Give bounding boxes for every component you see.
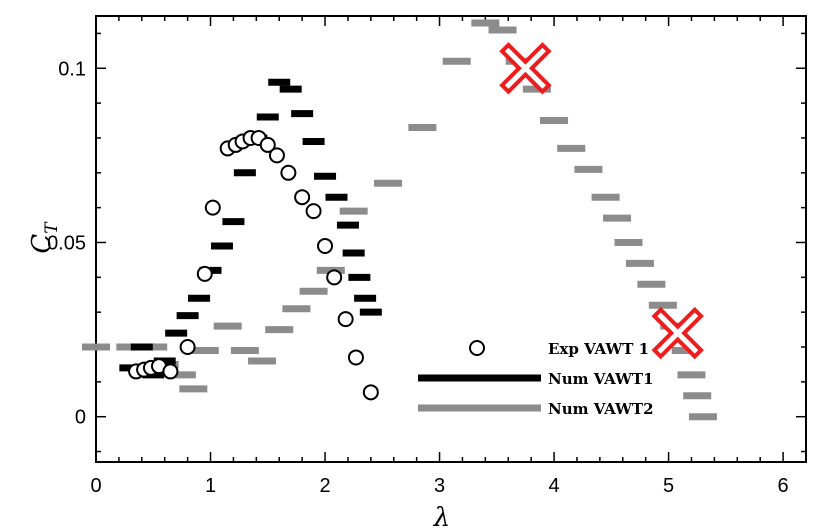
y-axis-title-subscript: T bbox=[42, 221, 62, 234]
x-tick-label: 6 bbox=[778, 475, 789, 497]
tick-labels: 0 1 2 3 4 5 6 0 0.05 0.1 bbox=[47, 58, 789, 497]
x-tick-label: 0 bbox=[90, 475, 101, 497]
data-point bbox=[162, 363, 179, 380]
x-tick-label: 4 bbox=[549, 475, 560, 497]
data-point bbox=[280, 164, 297, 181]
y-axis-title-letter: C bbox=[27, 234, 57, 254]
data-point bbox=[179, 339, 196, 356]
series-exp-vawt-1 bbox=[128, 129, 379, 401]
x-tick-label: 1 bbox=[205, 475, 216, 497]
legend: Exp VAWT 1 Num VAWT1 Num VAWT2 bbox=[418, 340, 654, 418]
cross-marker bbox=[499, 42, 552, 95]
data-point bbox=[362, 384, 379, 401]
data-point bbox=[305, 203, 322, 220]
y-axis-title: CT bbox=[27, 221, 62, 254]
x-tick-label: 3 bbox=[434, 475, 445, 497]
y-tick-label: 0.1 bbox=[58, 58, 86, 80]
data-point bbox=[196, 265, 213, 282]
data-point bbox=[317, 237, 334, 254]
data-point bbox=[204, 199, 221, 216]
cross-stroke-inner bbox=[657, 312, 699, 354]
cross-marker bbox=[651, 306, 704, 360]
x-tick-label: 2 bbox=[319, 475, 330, 497]
data-point bbox=[326, 269, 343, 286]
y-tick-label: 0.05 bbox=[47, 232, 86, 254]
data-point bbox=[294, 189, 311, 206]
data-point bbox=[337, 311, 354, 328]
cross-stroke-inner bbox=[504, 47, 546, 89]
ticks bbox=[95, 16, 807, 462]
annotation-layer bbox=[499, 42, 704, 360]
data-point bbox=[259, 136, 276, 153]
legend-label-exp: Exp VAWT 1 bbox=[548, 340, 649, 358]
data-point bbox=[347, 349, 364, 366]
plot-frame bbox=[95, 15, 807, 463]
legend-label-num1: Num VAWT1 bbox=[548, 370, 654, 388]
x-axis-title: λ bbox=[433, 503, 450, 531]
data-point bbox=[268, 147, 285, 164]
legend-label-num2: Num VAWT2 bbox=[548, 400, 654, 418]
legend-marker-exp bbox=[469, 340, 485, 356]
x-tick-label: 5 bbox=[663, 475, 674, 497]
y-tick-label: 0 bbox=[75, 407, 86, 429]
y-axis-title-main: CT bbox=[27, 221, 62, 254]
series-num-vawt1 bbox=[119, 78, 382, 379]
